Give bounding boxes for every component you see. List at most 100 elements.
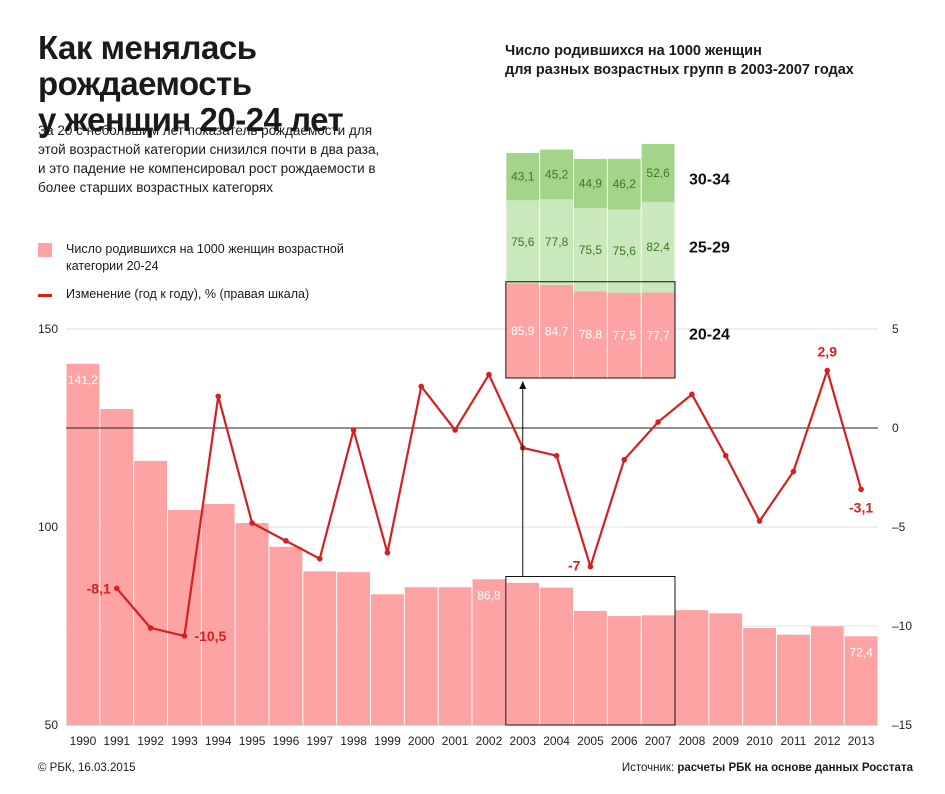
bar <box>675 610 709 725</box>
right-y-tick-label: –10 <box>892 619 912 633</box>
inset-value-label: 82,4 <box>646 240 670 254</box>
x-tick-label: 1998 <box>340 734 367 748</box>
bar-value-label: 86,8 <box>477 588 501 602</box>
bar <box>134 460 167 725</box>
line-point <box>858 486 864 493</box>
line-point <box>113 585 120 592</box>
line-point <box>722 452 729 459</box>
bar <box>844 636 878 725</box>
legend-item-bars: Число родившихся на 1000 женщин возрастн… <box>38 241 378 275</box>
line-point <box>621 456 628 463</box>
inset-value-label: 75,6 <box>613 244 637 258</box>
inset-bar-segment <box>574 158 607 209</box>
line-point <box>384 549 391 556</box>
line-point <box>689 391 695 398</box>
right-y-tick-label: 0 <box>892 421 899 435</box>
bar <box>100 408 134 725</box>
bar <box>810 626 844 725</box>
inset-bar-segment <box>574 208 607 292</box>
x-tick-label: 2011 <box>781 734 807 748</box>
legend-item-line: Изменение (год к году), % (правая шкала) <box>38 286 378 303</box>
bar <box>472 579 506 725</box>
legend-bar-swatch <box>38 243 52 257</box>
inset-bar-segment <box>506 200 540 284</box>
inset-value-label: 85,9 <box>511 324 535 338</box>
inset-bar-segment <box>540 149 573 200</box>
bar <box>168 509 201 725</box>
bar <box>709 613 743 725</box>
bar <box>607 616 641 725</box>
inset-value-label: 46,2 <box>613 177 637 191</box>
bar <box>506 582 540 725</box>
legend-line-swatch <box>38 294 52 297</box>
x-tick-label: 1997 <box>306 734 333 748</box>
bar-value-label: 141,2 <box>68 373 98 387</box>
inset-value-label: 77,5 <box>613 328 637 342</box>
bar <box>337 572 370 725</box>
inset-title-line-2: для разных возрастных групп в 2003-2007 … <box>505 62 854 78</box>
x-tick-label: 1999 <box>374 734 401 748</box>
line-point <box>418 383 425 390</box>
inset-series-label: 20-24 <box>689 326 730 343</box>
inset-bar-segment <box>540 199 573 285</box>
bar <box>303 571 337 725</box>
x-tick-label: 2008 <box>679 734 706 748</box>
line-value-label: -8,1 <box>87 580 111 596</box>
x-tick-label: 2013 <box>848 734 875 748</box>
inset-bar-segment <box>641 201 675 293</box>
x-tick-label: 2012 <box>814 734 841 748</box>
title-line-2: у женщин 20-24 лет <box>38 101 344 138</box>
line-point <box>756 518 763 524</box>
line-point <box>587 563 594 570</box>
highlight-frame-inset <box>505 281 676 379</box>
line-point <box>316 555 323 562</box>
bar <box>404 587 438 725</box>
bar <box>66 363 100 725</box>
line-value-label: -7 <box>568 558 581 574</box>
x-tick-label: 2001 <box>442 734 469 748</box>
inset-title-line-1: Число родившихся на 1000 женщин <box>505 43 762 59</box>
x-tick-label: 2000 <box>408 734 435 748</box>
x-tick-label: 2005 <box>577 734 604 748</box>
inset-bar-segment <box>641 144 675 202</box>
line-point <box>215 393 222 400</box>
right-y-tick-label: 5 <box>892 322 899 336</box>
line-point <box>181 633 188 639</box>
x-tick-label: 1993 <box>171 734 198 748</box>
x-tick-label: 2006 <box>611 734 638 748</box>
bar <box>235 523 269 725</box>
inset-bar-segment <box>506 152 540 201</box>
inset-bar-segment <box>506 283 540 378</box>
bar <box>438 587 472 725</box>
line-point <box>553 452 560 459</box>
inset-bar-segment <box>607 292 641 378</box>
inset-value-label: 45,2 <box>545 167 569 181</box>
legend-line-label: Изменение (год к году), % (правая шкала) <box>66 287 310 301</box>
bar <box>201 504 235 725</box>
bar <box>371 594 404 725</box>
x-tick-label: 1995 <box>239 734 266 748</box>
line-point <box>350 427 357 433</box>
x-tick-label: 1996 <box>273 734 300 748</box>
line-point <box>147 625 154 631</box>
inset-bar-segment <box>540 284 573 378</box>
footer-source-label: Источник: <box>621 762 675 774</box>
bar <box>743 627 776 725</box>
x-tick-label: 2002 <box>476 734 503 748</box>
x-tick-label: 1990 <box>70 734 97 748</box>
inset-value-label: 78,8 <box>579 328 603 342</box>
inset-value-label: 43,1 <box>511 170 535 184</box>
highlight-frame-bottom <box>505 576 676 726</box>
title-line-1: Как менялась рождаемость <box>38 29 257 102</box>
inset-bar-segment <box>607 158 641 210</box>
line-point <box>283 538 289 544</box>
chart-subtitle: За 20 с небольшим лет показатель рождаем… <box>38 123 380 195</box>
inset-value-label: 77,8 <box>545 235 569 249</box>
line-point <box>655 419 661 425</box>
connector-arrowhead <box>519 381 527 389</box>
bar <box>540 587 573 725</box>
inset-value-label: 75,6 <box>511 235 535 249</box>
left-y-tick-label: 100 <box>38 520 58 534</box>
left-y-tick-label: 50 <box>45 718 59 732</box>
